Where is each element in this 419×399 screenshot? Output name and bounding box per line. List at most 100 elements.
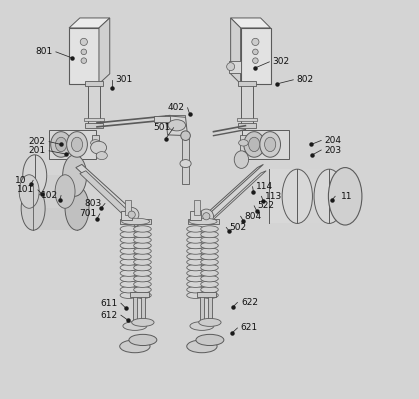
Bar xyxy=(69,28,99,84)
Polygon shape xyxy=(166,116,188,136)
Ellipse shape xyxy=(120,237,138,243)
Bar xyxy=(141,294,145,320)
Bar xyxy=(241,83,253,126)
Ellipse shape xyxy=(187,226,204,232)
Ellipse shape xyxy=(134,292,151,298)
Ellipse shape xyxy=(81,49,87,55)
Text: 201: 201 xyxy=(28,146,46,155)
Ellipse shape xyxy=(96,152,107,160)
Ellipse shape xyxy=(123,322,147,330)
Ellipse shape xyxy=(120,281,138,287)
Bar xyxy=(242,130,289,159)
Bar xyxy=(35,155,75,196)
Bar xyxy=(241,28,271,84)
Ellipse shape xyxy=(282,169,313,223)
Bar xyxy=(49,130,96,159)
Bar xyxy=(155,116,171,122)
Ellipse shape xyxy=(196,334,224,346)
Text: 502: 502 xyxy=(230,223,247,232)
Ellipse shape xyxy=(244,132,264,157)
Bar xyxy=(85,81,103,86)
Ellipse shape xyxy=(227,63,235,71)
Ellipse shape xyxy=(187,281,204,287)
Ellipse shape xyxy=(168,120,186,131)
Text: 402: 402 xyxy=(167,103,184,112)
Bar xyxy=(297,169,329,223)
Ellipse shape xyxy=(63,155,87,196)
Ellipse shape xyxy=(187,286,204,293)
Text: 622: 622 xyxy=(241,298,258,307)
Ellipse shape xyxy=(201,226,218,232)
Ellipse shape xyxy=(134,226,151,232)
Ellipse shape xyxy=(201,248,218,254)
Text: 301: 301 xyxy=(115,75,132,84)
Bar xyxy=(84,118,104,121)
Ellipse shape xyxy=(199,209,214,223)
Ellipse shape xyxy=(201,253,218,260)
Ellipse shape xyxy=(252,38,259,45)
Ellipse shape xyxy=(201,265,218,271)
Ellipse shape xyxy=(134,231,151,238)
Ellipse shape xyxy=(187,242,204,249)
Ellipse shape xyxy=(201,286,218,293)
Ellipse shape xyxy=(201,281,218,287)
Ellipse shape xyxy=(91,140,100,146)
Bar xyxy=(269,169,297,223)
Bar xyxy=(120,219,151,224)
Ellipse shape xyxy=(65,186,89,230)
Ellipse shape xyxy=(67,132,88,157)
Ellipse shape xyxy=(190,322,214,330)
Polygon shape xyxy=(230,18,271,28)
Ellipse shape xyxy=(128,211,135,218)
Ellipse shape xyxy=(239,140,248,146)
Ellipse shape xyxy=(120,292,138,298)
Ellipse shape xyxy=(120,248,138,254)
Ellipse shape xyxy=(187,237,204,243)
Ellipse shape xyxy=(180,160,191,168)
Text: 621: 621 xyxy=(241,324,258,332)
Bar xyxy=(29,175,65,208)
Ellipse shape xyxy=(187,292,204,298)
Bar xyxy=(194,200,200,215)
Ellipse shape xyxy=(129,334,157,346)
Ellipse shape xyxy=(199,318,221,326)
Ellipse shape xyxy=(264,137,276,152)
Ellipse shape xyxy=(260,132,281,157)
Ellipse shape xyxy=(187,248,204,254)
Text: 114: 114 xyxy=(256,182,273,191)
Ellipse shape xyxy=(189,218,217,225)
Ellipse shape xyxy=(80,38,88,45)
Bar xyxy=(208,294,212,320)
Ellipse shape xyxy=(134,286,151,293)
Bar xyxy=(88,83,100,126)
Bar xyxy=(125,200,131,215)
Ellipse shape xyxy=(201,270,218,277)
Bar xyxy=(229,61,241,73)
Text: 803: 803 xyxy=(84,199,102,208)
Bar xyxy=(133,293,137,323)
Ellipse shape xyxy=(187,231,204,238)
Text: 101: 101 xyxy=(17,186,35,194)
Ellipse shape xyxy=(120,275,138,282)
Polygon shape xyxy=(99,18,110,84)
Text: 804: 804 xyxy=(244,212,261,221)
Ellipse shape xyxy=(314,169,344,223)
Bar xyxy=(182,162,189,184)
Bar xyxy=(189,211,201,220)
Ellipse shape xyxy=(55,137,67,152)
Bar xyxy=(238,123,256,128)
Ellipse shape xyxy=(55,175,75,208)
Ellipse shape xyxy=(181,131,190,140)
Ellipse shape xyxy=(187,265,204,271)
Polygon shape xyxy=(208,171,266,222)
Text: 611: 611 xyxy=(100,299,118,308)
Text: 10: 10 xyxy=(16,176,27,185)
Text: 113: 113 xyxy=(265,192,282,201)
Text: 501: 501 xyxy=(153,123,170,132)
Ellipse shape xyxy=(187,259,204,265)
Ellipse shape xyxy=(23,155,47,196)
Ellipse shape xyxy=(134,270,151,277)
Bar xyxy=(238,81,256,86)
Bar xyxy=(92,135,99,151)
Text: 612: 612 xyxy=(101,311,117,320)
